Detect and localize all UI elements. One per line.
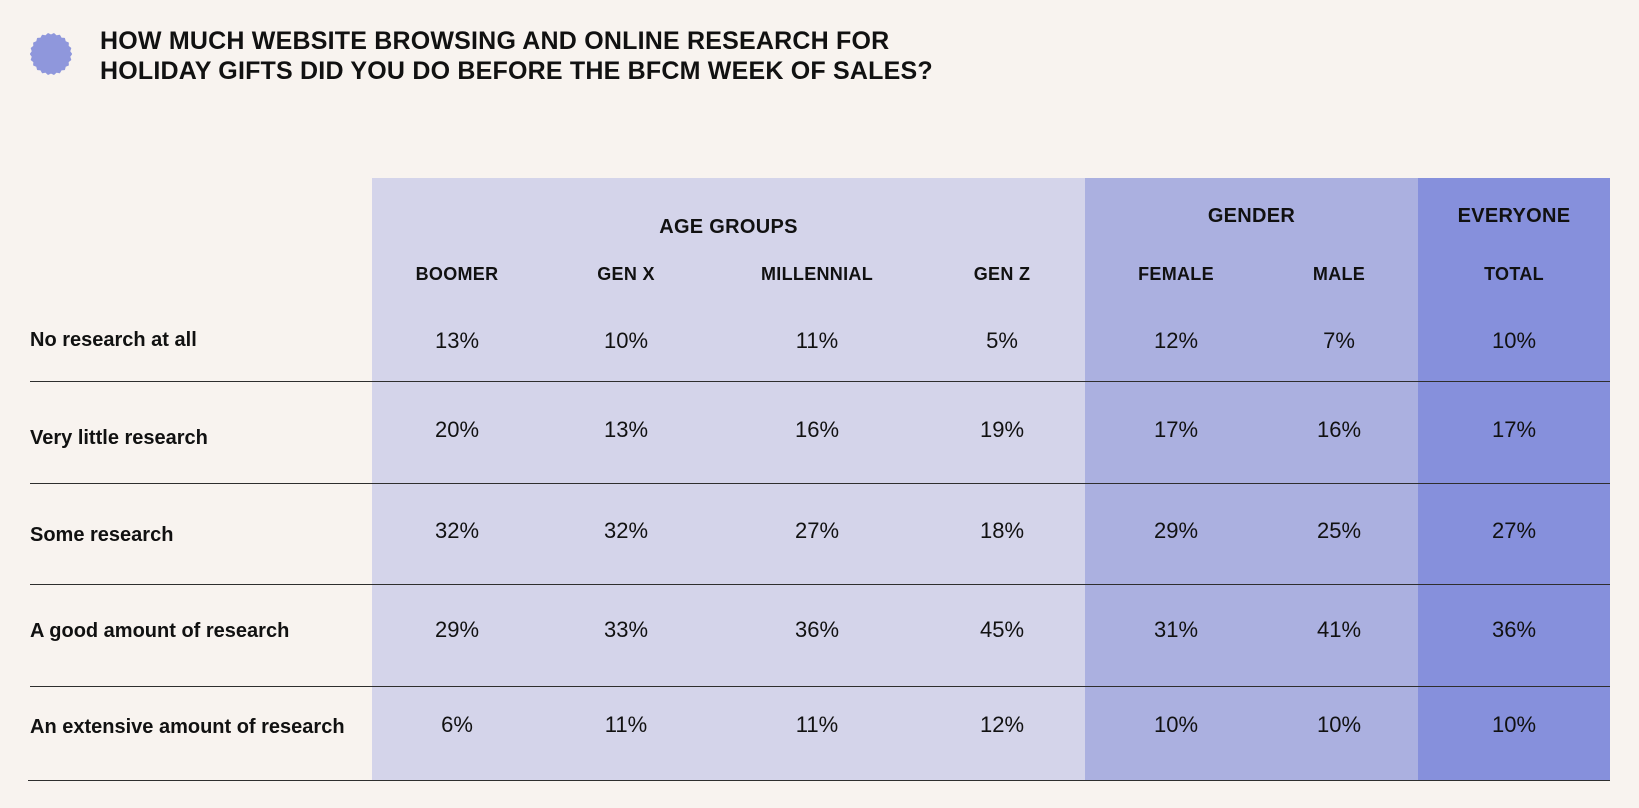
table-cell-millennial: 27%	[794, 518, 840, 543]
everyone-heading: EVERYONE	[1457, 205, 1571, 227]
row-divider	[30, 381, 1610, 382]
column-header-millennial: MILLENNIAL	[761, 264, 873, 284]
table-cell-total: 17%	[1491, 417, 1537, 442]
table-cell-boomer: 29%	[434, 617, 480, 642]
column-header-female: FEMALE	[1138, 264, 1214, 284]
gender-band	[1085, 178, 1418, 780]
table-cell-male: 10%	[1316, 712, 1362, 737]
column-header-boomer: BOOMER	[415, 264, 499, 284]
row-label: A good amount of research	[30, 620, 290, 642]
age-groups-band	[372, 178, 1085, 780]
table-cell-gen-z: 5%	[986, 328, 1018, 353]
column-header-gen-z: GEN Z	[973, 264, 1031, 284]
row-label: No research at all	[30, 329, 197, 351]
table-cell-millennial: 36%	[794, 617, 840, 642]
column-header-gen-x: GEN X	[597, 264, 655, 284]
table-cell-total: 10%	[1491, 328, 1537, 353]
table-cell-total: 36%	[1491, 617, 1537, 642]
table-cell-gen-x: 13%	[603, 417, 649, 442]
table-cell-millennial: 16%	[794, 417, 840, 442]
table-cell-female: 12%	[1153, 328, 1199, 353]
table-bottom-rule	[28, 780, 1610, 781]
age-groups-heading: AGE GROUPS	[659, 216, 798, 238]
header: HOW MUCH WEBSITE BROWSING AND ONLINE RES…	[30, 26, 1000, 86]
row-label: Very little research	[30, 427, 208, 449]
page-title: HOW MUCH WEBSITE BROWSING AND ONLINE RES…	[100, 27, 933, 85]
column-header-total: TOTAL	[1484, 264, 1544, 284]
scalloped-badge-icon	[30, 33, 72, 75]
table-cell-male: 7%	[1323, 328, 1355, 353]
table-cell-boomer: 32%	[434, 518, 480, 543]
table-cell-gen-z: 12%	[979, 712, 1025, 737]
table-cell-gen-x: 10%	[603, 328, 649, 353]
everyone-band	[1418, 178, 1610, 780]
table-cell-female: 17%	[1153, 417, 1199, 442]
table-cell-millennial: 11%	[795, 712, 839, 737]
table-cell-boomer: 6%	[441, 712, 473, 737]
table-cell-female: 31%	[1153, 617, 1199, 642]
column-header-male: MALE	[1312, 264, 1366, 284]
table-cell-boomer: 13%	[434, 328, 480, 353]
row-divider	[30, 584, 1610, 585]
table-cell-gen-z: 45%	[979, 617, 1025, 642]
table-cell-gen-z: 18%	[979, 518, 1025, 543]
row-label: Some research	[30, 524, 174, 546]
table-cell-male: 41%	[1316, 617, 1362, 642]
gender-heading: GENDER	[1207, 205, 1296, 227]
table-cell-millennial: 11%	[795, 328, 839, 353]
table-cell-total: 27%	[1491, 518, 1537, 543]
row-divider	[30, 483, 1610, 484]
table-cell-female: 29%	[1153, 518, 1199, 543]
table-cell-female: 10%	[1153, 712, 1199, 737]
table-cell-male: 16%	[1316, 417, 1362, 442]
row-divider	[30, 686, 1610, 687]
badge-shape	[30, 33, 72, 75]
table-cell-male: 25%	[1316, 518, 1362, 543]
table-cell-boomer: 20%	[434, 417, 480, 442]
table-cell-gen-x: 32%	[603, 518, 649, 543]
table-cell-gen-z: 19%	[979, 417, 1025, 442]
table-cell-total: 10%	[1491, 712, 1537, 737]
row-label: An extensive amount of research	[30, 716, 345, 738]
table-cell-gen-x: 33%	[603, 617, 649, 642]
table-cell-gen-x: 11%	[604, 712, 648, 737]
